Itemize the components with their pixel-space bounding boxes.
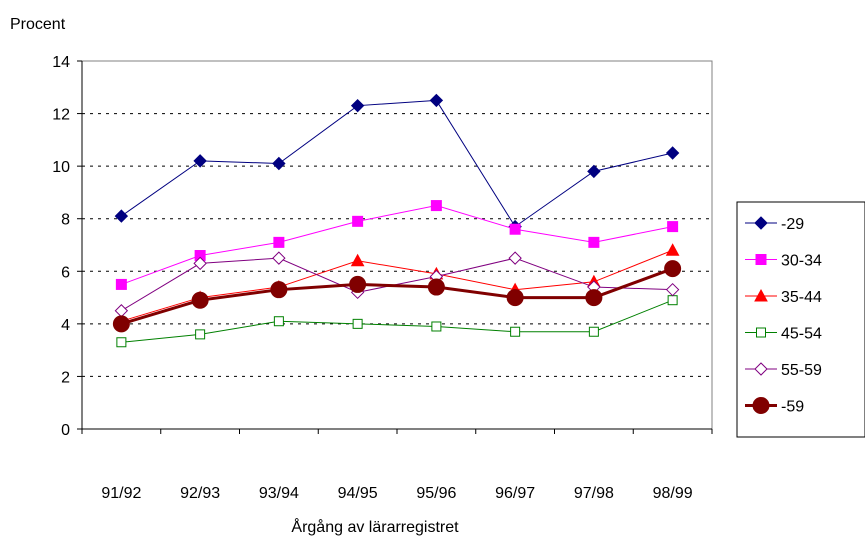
data-point [667,295,678,306]
series-line [121,99,673,228]
series-45-54 [116,295,678,348]
y-tick-label: 8 [61,212,70,229]
y-tick-label: 6 [61,264,70,281]
data-point [664,260,682,278]
x-tick-label: 96/97 [495,485,535,502]
axes [77,60,713,434]
data-point [588,236,600,248]
x-tick-label: 93/94 [259,485,299,502]
data-point [508,251,522,265]
y-tick-label: 14 [52,54,70,71]
data-point [588,326,599,337]
data-point [195,329,206,340]
plot-area [81,60,713,430]
data-point [510,326,521,337]
legend: -29 30-34 35-44 45-54 55-59 -59 [736,201,865,438]
y-tick-labels: 0 2 4 6 8 10 12 14 [52,54,70,439]
data-point [272,156,286,171]
x-tick-label: 95/96 [416,485,456,502]
series--59 [112,260,682,333]
legend-item: -29 [745,216,804,233]
series-55-59 [114,251,680,318]
data-point [273,316,284,327]
y-tick-label: 2 [61,369,70,386]
legend-item: -59 [745,397,804,416]
data-point [350,98,365,113]
legend-label: 45-54 [781,326,822,343]
series-line [121,299,673,343]
data-point [429,93,444,108]
data-point [114,209,129,223]
y-tick-label: 4 [61,317,70,334]
data-point [191,291,209,309]
series-line [121,205,673,285]
series-line [120,267,674,326]
legend-item: 35-44 [745,288,822,306]
legend-marker [754,288,768,302]
legend-marker [754,362,768,376]
y-tick-label: 12 [52,107,70,124]
data-point [427,278,445,296]
y-tick-label: 10 [52,159,70,176]
legend-label: -59 [781,399,804,416]
data-point [509,223,521,235]
y-axis-title: Procent [10,16,66,33]
data-point [587,164,601,179]
series-group [112,93,682,348]
data-point [193,154,207,168]
legend-item: 45-54 [745,326,822,343]
series--29 [114,93,680,234]
legend-marker [755,254,767,265]
legend-marker [756,327,766,338]
x-axis-title: Årgång av lärarregistret [291,517,459,536]
gridlines [82,60,712,377]
data-point [665,243,680,256]
y-tick-label: 0 [61,422,70,439]
data-point [665,282,680,297]
legend-label: 35-44 [781,289,822,306]
data-point [114,304,129,318]
data-point [273,236,285,248]
legend-label: -29 [781,216,804,233]
data-point [352,318,363,329]
data-point [112,315,130,333]
data-point [585,289,603,307]
data-point [193,256,207,271]
data-point [116,337,127,348]
series-30-34 [115,200,679,290]
x-tick-label: 97/98 [574,485,614,502]
data-point [506,289,524,307]
data-point [272,251,286,265]
x-tick-label: 91/92 [101,485,141,502]
data-point [350,253,365,267]
legend-marker [754,216,768,230]
data-point [115,278,127,290]
data-point [270,281,288,299]
data-point [430,200,442,212]
x-tick-label: 98/99 [653,485,693,502]
data-point [665,146,680,160]
data-point [431,321,442,332]
data-point [352,215,364,227]
legend-item: 30-34 [745,253,822,270]
data-point [349,275,367,293]
data-point [667,221,679,233]
legend-label: 30-34 [781,253,822,270]
x-tick-labels: 91/92 92/93 93/94 94/95 95/96 96/97 97/98 98/99 [101,485,692,502]
legend-label: 55-59 [781,362,822,379]
legend-item: 55-59 [745,362,822,379]
series-line [121,249,673,322]
x-tick-label: 94/95 [338,485,378,502]
x-tick-label: 92/93 [180,485,220,502]
legend-marker [752,397,770,414]
